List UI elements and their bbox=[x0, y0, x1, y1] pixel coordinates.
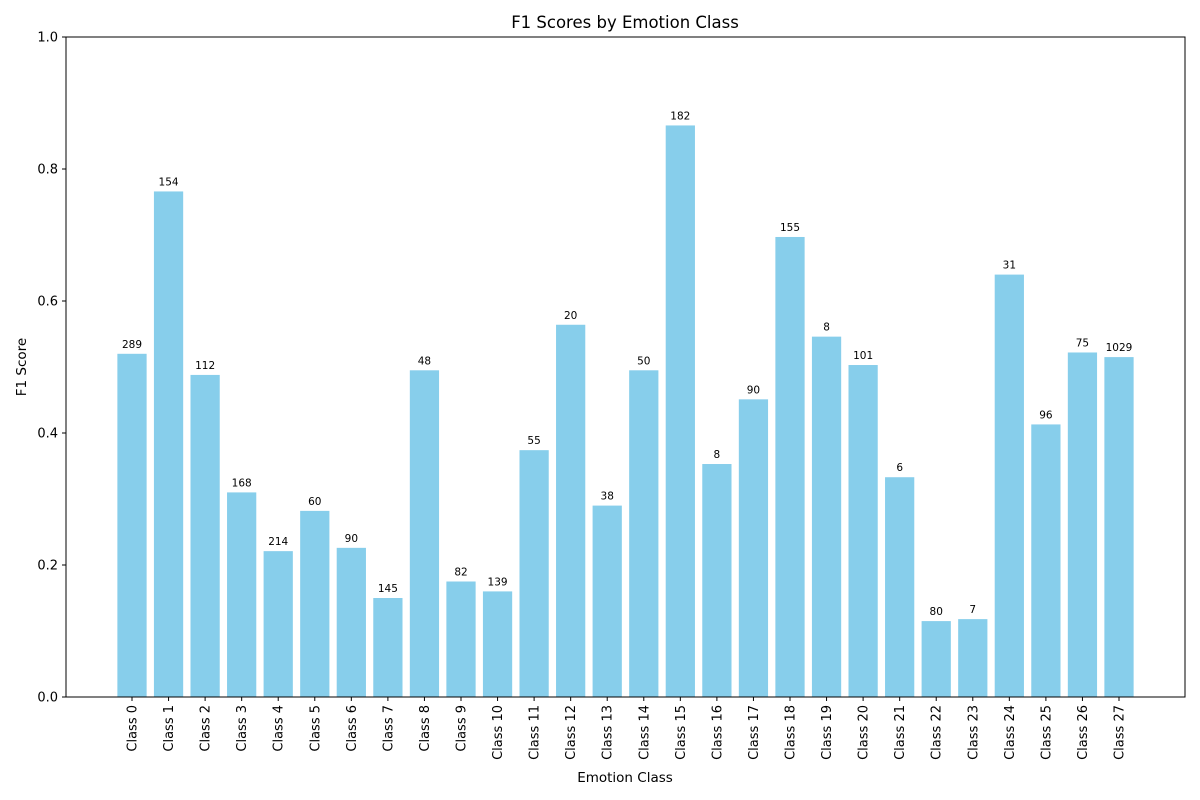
y-tick-label: 0.6 bbox=[37, 295, 58, 310]
x-tick-label: Class 24 bbox=[1003, 705, 1018, 760]
x-tick-label: Class 11 bbox=[528, 705, 543, 760]
bar-data-label: 82 bbox=[454, 567, 467, 579]
bar-data-label: 20 bbox=[564, 310, 577, 322]
bar-data-label: 7 bbox=[969, 604, 976, 616]
chart-title: F1 Scores by Emotion Class bbox=[511, 13, 739, 32]
bar bbox=[1031, 424, 1061, 697]
x-tick-label: Class 26 bbox=[1076, 705, 1091, 760]
y-tick-label: 0.4 bbox=[37, 427, 58, 442]
x-axis-title: Emotion Class bbox=[577, 770, 673, 786]
bar bbox=[665, 125, 695, 697]
bar bbox=[190, 374, 220, 697]
bar bbox=[556, 324, 586, 697]
x-tick-label: Class 25 bbox=[1039, 705, 1054, 760]
bar-data-label: 101 bbox=[853, 350, 873, 362]
plot-frame bbox=[65, 36, 1186, 698]
bar-data-label: 48 bbox=[418, 355, 431, 367]
y-axis: 0.0 0.2 0.4 0.6 0.8 1.0 bbox=[37, 31, 66, 706]
x-tick-label: Class 10 bbox=[491, 705, 506, 760]
bar bbox=[958, 619, 988, 697]
bar bbox=[153, 191, 184, 697]
bar-data-label: 96 bbox=[1039, 409, 1053, 421]
x-tick-label: Class 27 bbox=[1113, 705, 1128, 760]
bar-data-label: 182 bbox=[670, 110, 690, 122]
bar-data-label: 80 bbox=[930, 606, 943, 618]
bar-data-label: 289 bbox=[122, 339, 142, 351]
bar-data-label: 31 bbox=[1003, 260, 1016, 272]
x-tick-label: Class 22 bbox=[930, 705, 945, 760]
y-axis-title: F1 Score bbox=[14, 338, 30, 396]
x-tick-label: Class 8 bbox=[418, 705, 433, 752]
bar-data-label: 55 bbox=[527, 435, 540, 447]
x-tick-label: Class 23 bbox=[966, 705, 981, 760]
bar-data-label: 112 bbox=[195, 360, 215, 372]
x-tick-label: Class 14 bbox=[637, 705, 652, 760]
bar-data-label: 1029 bbox=[1106, 342, 1133, 354]
bar bbox=[885, 477, 915, 697]
bar bbox=[1104, 357, 1134, 697]
x-tick-label: Class 3 bbox=[235, 705, 250, 752]
bar-data-label: 6 bbox=[896, 462, 903, 474]
bar bbox=[336, 547, 366, 697]
bar-labels-group: 289 154 112 168 214 60 90 145 48 82 139 55 20 38 50 182… bbox=[122, 110, 1132, 618]
bar-data-label: 168 bbox=[232, 477, 252, 489]
bar bbox=[738, 399, 769, 697]
x-tick-label: Class 9 bbox=[455, 705, 470, 752]
bar-data-label: 139 bbox=[488, 576, 508, 588]
bar-data-label: 154 bbox=[159, 176, 179, 188]
bar bbox=[629, 370, 659, 697]
bar bbox=[300, 510, 330, 697]
y-tick-label: 0.8 bbox=[37, 163, 58, 178]
x-tick-label: Class 0 bbox=[126, 705, 141, 752]
bar-data-label: 155 bbox=[780, 222, 800, 234]
bar bbox=[775, 236, 805, 698]
bar bbox=[994, 274, 1024, 697]
y-tick-label: 0.2 bbox=[37, 559, 58, 574]
bars-group bbox=[117, 125, 1134, 698]
bar bbox=[409, 370, 440, 697]
x-tick-label: Class 2 bbox=[199, 705, 214, 752]
bar bbox=[482, 591, 513, 697]
bar-data-label: 38 bbox=[601, 491, 614, 503]
bar-data-label: 50 bbox=[637, 355, 650, 367]
x-tick-label: Class 21 bbox=[893, 705, 908, 760]
x-tick-label: Class 12 bbox=[564, 705, 579, 760]
bar bbox=[373, 598, 403, 697]
bar bbox=[592, 505, 622, 697]
x-tick-label: Class 1 bbox=[162, 705, 177, 752]
x-tick-label: Class 6 bbox=[345, 705, 360, 752]
bar bbox=[921, 621, 951, 697]
x-tick-label: Class 17 bbox=[747, 705, 762, 760]
y-tick-label: 0.0 bbox=[37, 691, 58, 706]
bar-data-label: 8 bbox=[823, 322, 830, 334]
x-tick-label: Class 16 bbox=[710, 705, 725, 760]
bar bbox=[519, 450, 549, 697]
bar bbox=[117, 353, 147, 697]
bar-data-label: 145 bbox=[378, 583, 398, 595]
bar-data-label: 214 bbox=[268, 536, 288, 548]
bar-data-label: 90 bbox=[747, 384, 760, 396]
x-axis: Class 0 Class 1 Class 2 Class 3 Class 4 Class… bbox=[126, 697, 1128, 760]
x-tick-label: Class 18 bbox=[784, 705, 799, 760]
bar-data-label: 90 bbox=[345, 533, 358, 545]
x-tick-label: Class 5 bbox=[308, 705, 323, 752]
x-tick-label: Class 7 bbox=[381, 705, 396, 752]
bar bbox=[263, 551, 293, 697]
x-tick-label: Class 4 bbox=[272, 705, 287, 752]
bar-data-label: 8 bbox=[714, 449, 721, 461]
bar bbox=[446, 581, 476, 697]
x-tick-label: Class 20 bbox=[857, 705, 872, 760]
x-tick-label: Class 13 bbox=[601, 705, 616, 760]
bar bbox=[811, 336, 842, 697]
y-tick-label: 1.0 bbox=[37, 31, 58, 46]
x-tick-label: Class 19 bbox=[820, 705, 835, 760]
bar bbox=[227, 492, 257, 697]
bar bbox=[848, 365, 878, 697]
bar-data-label: 60 bbox=[308, 496, 321, 508]
bar bbox=[702, 464, 732, 697]
x-tick-label: Class 15 bbox=[674, 705, 689, 760]
bar-data-label: 75 bbox=[1076, 337, 1089, 349]
bar bbox=[1067, 352, 1098, 697]
